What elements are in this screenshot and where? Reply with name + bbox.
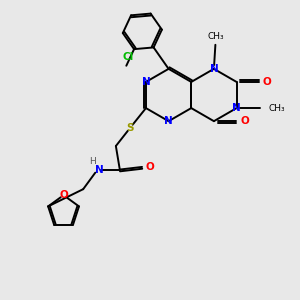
Text: O: O <box>263 77 272 87</box>
Text: N: N <box>232 103 241 113</box>
Text: N: N <box>209 64 218 74</box>
Text: Cl: Cl <box>122 52 134 62</box>
Text: CH₃: CH₃ <box>268 103 285 112</box>
Text: O: O <box>240 116 249 126</box>
Text: N: N <box>95 165 104 175</box>
Text: N: N <box>164 116 173 126</box>
Text: N: N <box>142 77 150 87</box>
Text: S: S <box>127 123 134 133</box>
Text: O: O <box>59 190 68 200</box>
Text: H: H <box>89 157 96 166</box>
Text: CH₃: CH₃ <box>207 32 224 41</box>
Text: O: O <box>146 162 154 172</box>
